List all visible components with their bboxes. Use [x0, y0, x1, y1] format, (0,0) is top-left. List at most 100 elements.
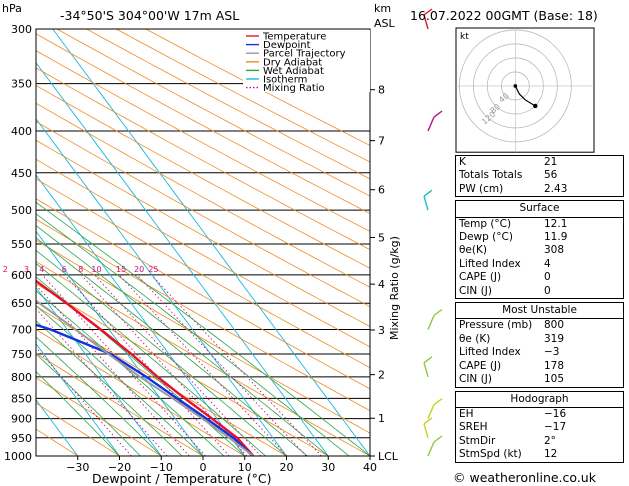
pressure-tick-label: 800 — [11, 371, 32, 384]
hodograph-index-row: StmDir 2° — [456, 435, 623, 448]
wet-adiabat — [36, 320, 183, 456]
skewt-axes: 1234681015202530035040045050055060065070… — [3, 23, 399, 474]
index-key: K — [459, 156, 466, 168]
dry-adiabat — [36, 328, 246, 456]
hodograph-index-row: EH −16 — [456, 408, 623, 421]
most-unstable-value: 105 — [544, 373, 565, 386]
surface-row: θe(K) 308 — [456, 244, 623, 257]
hodograph-index-row: SREH −17 — [456, 421, 623, 434]
legend-entry: Mixing Ratio — [263, 83, 325, 94]
wind-barb — [427, 404, 435, 419]
surface-key: Temp (°C) — [459, 217, 512, 230]
mixing-ratio-label: 4 — [39, 265, 44, 274]
indices-panel: K 21 Totals Totals 56 PW (cm) 2.43 Surface Te… — [455, 155, 624, 466]
wind-barb — [423, 14, 429, 30]
most-unstable-box: Most Unstable Pressure (mb) 800 θe (K) 319 L… — [455, 302, 624, 388]
wet-adiabat — [36, 305, 204, 456]
indices-top-box: K 21 Totals Totals 56 PW (cm) 2.43 — [455, 155, 624, 198]
index-row: Totals Totals 56 — [456, 169, 623, 182]
mixing-ratio-line — [118, 274, 288, 456]
isotherm — [52, 29, 370, 456]
hodograph-trace — [514, 85, 536, 107]
pressure-tick-label: 550 — [11, 238, 32, 251]
mixing-ratio-line — [64, 274, 230, 456]
wet-adiabat — [36, 249, 287, 456]
hodograph-index-key: SREH — [459, 421, 488, 434]
surface-row: Dewp (°C) 11.9 — [456, 231, 623, 244]
index-row: PW (cm) 2.43 — [456, 183, 623, 196]
most-unstable-row: Pressure (mb) 800 — [456, 319, 623, 332]
km-label: km — [374, 2, 391, 15]
x-tick-label: −10 — [150, 461, 173, 474]
km-tick-label: 4 — [378, 278, 385, 291]
mixing-ratio-line — [41, 274, 206, 456]
wet-adiabat — [36, 201, 370, 456]
surface-value: 0 — [544, 284, 551, 297]
wind-barb-flag — [423, 417, 433, 425]
dry-adiabat — [36, 377, 162, 456]
isotherm — [36, 61, 329, 456]
wind-barb-flag — [433, 110, 443, 118]
most-unstable-key: θe (K) — [459, 332, 491, 345]
pressure-tick-label: 700 — [11, 324, 32, 337]
hodograph-index-value: −16 — [544, 407, 567, 420]
index-value: 21 — [544, 156, 558, 168]
dry-adiabat — [36, 121, 370, 308]
surface-row: CIN (J) 0 — [456, 285, 623, 298]
x-tick-label: 30 — [321, 461, 335, 474]
pressure-tick-label: 950 — [11, 432, 32, 445]
km-tick-label: 3 — [378, 324, 385, 337]
mixing-ratio-line — [36, 284, 190, 456]
hodograph-index-value: 12 — [544, 448, 558, 461]
series-dewpoint — [36, 323, 254, 456]
km-tick-label: 8 — [378, 84, 385, 97]
x-tick-label: 10 — [238, 461, 252, 474]
dry-adiabat — [36, 402, 120, 456]
surface-key: CIN (J) — [459, 284, 492, 297]
surface-value: 12.1 — [544, 217, 568, 230]
isotherm — [36, 399, 79, 456]
pressure-tick-label: 500 — [11, 204, 32, 217]
legend-background — [243, 30, 370, 92]
series-temperature — [36, 279, 255, 456]
mixing-ratio-label: 6 — [62, 265, 67, 274]
pressure-tick-label: 850 — [11, 392, 32, 405]
mixing-ratio-label: 8 — [78, 265, 83, 274]
surface-value: 308 — [544, 244, 565, 257]
pressure-tick-label: 300 — [11, 23, 32, 36]
wind-barb-flag — [433, 435, 443, 443]
isotherm — [36, 342, 120, 456]
dry-adiabat — [116, 29, 370, 163]
wet-adiabat — [36, 225, 329, 456]
hodograph-kt-label: kt — [460, 32, 469, 42]
km-tick-label: LCL — [378, 450, 399, 463]
km-tick-label: 1 — [378, 412, 385, 425]
pressure-tick-label: 750 — [11, 348, 32, 361]
most-unstable-row: θe (K) 319 — [456, 333, 623, 346]
hodograph-storm-motion — [533, 103, 538, 109]
legend-entry: Isotherm — [263, 75, 307, 86]
wind-barb — [423, 362, 429, 378]
km-tick-label: 5 — [378, 231, 385, 244]
index-key: PW (cm) — [459, 182, 504, 195]
asl-label: ASL — [374, 17, 396, 30]
dry-adiabat — [36, 158, 370, 348]
wet-adiabat — [36, 371, 120, 456]
most-unstable-row: CAPE (J) 178 — [456, 360, 623, 373]
index-key: Totals Totals — [459, 169, 523, 182]
most-unstable-key: Lifted Index — [459, 346, 521, 359]
pressure-tick-label: 1000 — [4, 450, 32, 463]
mixing-ratio-label: 25 — [148, 265, 158, 274]
pressure-tick-label: 600 — [11, 269, 32, 282]
x-tick-label: −30 — [66, 461, 89, 474]
hodograph-frame — [455, 27, 595, 153]
hodograph-title: Hodograph — [456, 392, 623, 408]
dry-adiabat — [36, 352, 204, 456]
x-tick-label: 40 — [363, 461, 377, 474]
pressure-tick-label: 900 — [11, 413, 32, 426]
legend-entry: Wet Adiabat — [263, 66, 324, 77]
index-value: 2.43 — [544, 182, 568, 195]
wind-barb — [427, 441, 435, 457]
